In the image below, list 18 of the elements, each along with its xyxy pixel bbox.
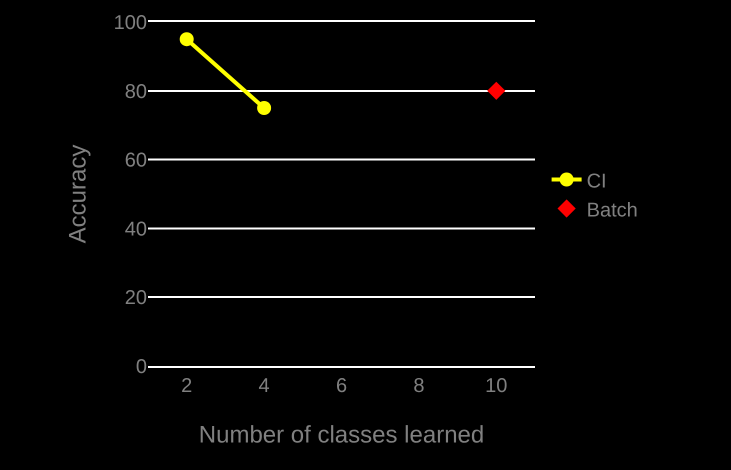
y-tick-label: 0 (136, 356, 147, 378)
legend-label: CI (586, 170, 607, 192)
x-axis-title: Number of classes learned (198, 422, 484, 449)
y-tick-label: 20 (124, 287, 147, 310)
legend-label: Batch (586, 199, 638, 222)
y-axis-title: Accuracy (64, 144, 92, 244)
y-tick-label: 60 (124, 150, 147, 172)
point (180, 32, 194, 46)
y-tick-label: 80 (124, 80, 147, 103)
x-tick-label: 2 (181, 374, 192, 397)
x-tick-label: 8 (413, 374, 424, 397)
x-tick-label: 6 (336, 374, 348, 397)
y-tick-label: 40 (124, 218, 147, 240)
x-tick-label: 4 (258, 374, 270, 397)
x-tick-label: 10 (485, 374, 508, 397)
point (487, 82, 506, 100)
point (257, 101, 272, 115)
y-tick-label: 100 (114, 12, 147, 34)
